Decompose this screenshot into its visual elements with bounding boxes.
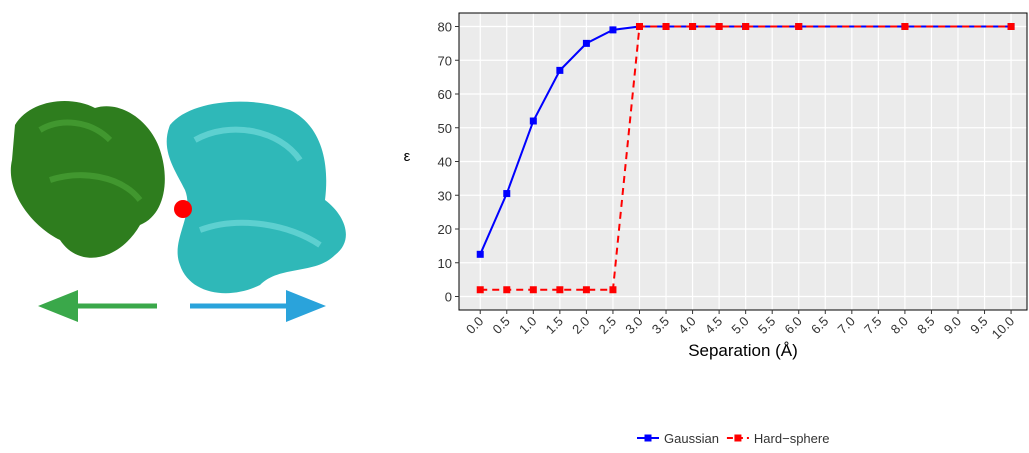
point — [609, 26, 616, 33]
x-tick-label: 1.5 — [543, 314, 566, 337]
x-tick-label: 2.0 — [569, 314, 592, 337]
x-tick-label: 9.5 — [967, 314, 990, 337]
y-tick-label: 0 — [445, 290, 452, 305]
point — [716, 23, 723, 30]
x-tick-label: 7.0 — [835, 314, 858, 337]
right-arrow-head — [286, 290, 326, 322]
x-axis-label: Separation (Å) — [688, 341, 798, 360]
figure: Separation (Å) ε 0 10 20 30 40 50 60 70 80 0.00.5… — [0, 0, 1029, 448]
point — [503, 190, 510, 197]
y-tick-label: 40 — [438, 155, 452, 170]
x-tick-label: 3.5 — [649, 314, 672, 337]
legend-marker — [734, 435, 741, 442]
y-tick-label: 30 — [438, 188, 452, 203]
protein-illustration — [11, 101, 346, 322]
point — [530, 286, 537, 293]
point — [636, 23, 643, 30]
point — [1008, 23, 1015, 30]
point — [556, 67, 563, 74]
y-axis-label: ε — [404, 148, 411, 165]
x-tick-label: 9.0 — [941, 314, 964, 337]
x-tick-label: 0.5 — [490, 314, 513, 337]
point — [689, 23, 696, 30]
x-tick-label: 4.0 — [675, 314, 698, 337]
y-tick-label: 10 — [438, 256, 452, 271]
x-tick-label: 1.0 — [516, 314, 539, 337]
point — [477, 251, 484, 258]
point — [477, 286, 484, 293]
point — [556, 286, 563, 293]
legend-label: Hard−sphere — [754, 431, 830, 446]
page: {"chart_data": {"type": "line", "x_label… — [0, 0, 1029, 448]
x-tick-label: 6.0 — [781, 314, 804, 337]
left-arrow-head — [38, 290, 78, 322]
point — [503, 286, 510, 293]
center-dot — [174, 200, 192, 218]
x-tick-label: 7.5 — [861, 314, 884, 337]
point — [795, 23, 802, 30]
y-tick-label: 60 — [438, 87, 452, 102]
y-tick-label: 50 — [438, 121, 452, 136]
x-tick-label: 8.5 — [914, 314, 937, 337]
y-tick-label: 20 — [438, 222, 452, 237]
point — [901, 23, 908, 30]
legend-marker — [645, 435, 652, 442]
x-tick-label: 0.0 — [463, 314, 486, 337]
point — [663, 23, 670, 30]
x-tick-label: 6.5 — [808, 314, 831, 337]
x-tick-label: 3.0 — [622, 314, 645, 337]
x-tick-label: 5.0 — [728, 314, 751, 337]
point — [530, 118, 537, 125]
x-tick-label: 2.5 — [596, 314, 619, 337]
x-tick-label: 8.0 — [888, 314, 911, 337]
y-tick-label: 80 — [438, 20, 452, 35]
legend-label: Gaussian — [664, 431, 719, 446]
x-tick-label: 5.5 — [755, 314, 778, 337]
point — [583, 286, 590, 293]
point — [583, 40, 590, 47]
point — [742, 23, 749, 30]
x-tick-label: 4.5 — [702, 314, 725, 337]
y-tick-label: 70 — [438, 53, 452, 68]
point — [609, 286, 616, 293]
x-tick-label: 10.0 — [989, 314, 1018, 343]
